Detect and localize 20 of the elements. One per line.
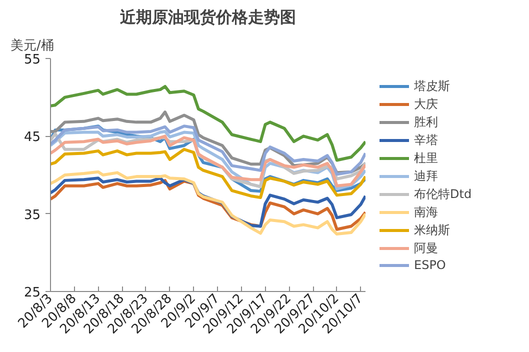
legend-label: 迪拜 — [414, 168, 438, 184]
y-tick-label: 45 — [24, 130, 41, 146]
legend-label: 胜利 — [414, 114, 438, 130]
legend-label: 南海 — [414, 204, 438, 220]
legend-label: 米纳斯 — [414, 222, 450, 238]
line-series — [50, 170, 366, 236]
chart-title: 近期原油现货价格走势图 — [119, 8, 296, 26]
legend-label: 布伦特Dtd — [414, 186, 472, 202]
y-axis-title: 美元/桶 — [10, 38, 54, 54]
legend-label: 杜里 — [414, 150, 438, 166]
line-series — [50, 84, 366, 162]
legend-label: ESPO — [414, 258, 446, 272]
line-series — [50, 148, 366, 200]
legend-label: 阿曼 — [414, 240, 438, 256]
y-tick-label: 55 — [24, 52, 41, 68]
y-tick-label: 35 — [24, 208, 41, 223]
legend-label: 辛塔 — [414, 132, 438, 148]
line-series — [50, 124, 366, 176]
legend-label: 大庆 — [414, 96, 438, 112]
legend-label: 塔皮斯 — [414, 78, 450, 94]
